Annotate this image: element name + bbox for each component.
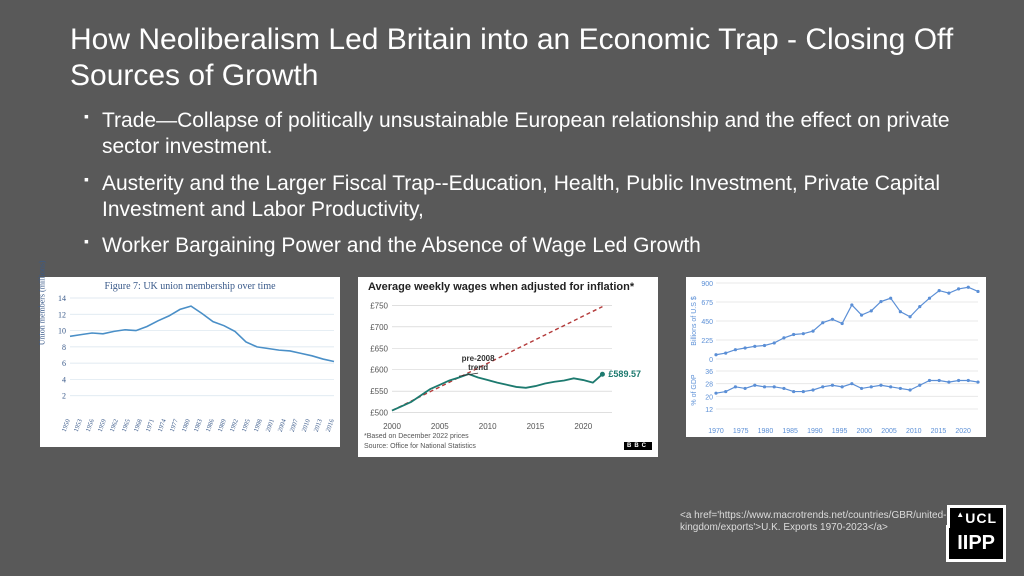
svg-text:8: 8 <box>62 343 66 352</box>
svg-text:2000: 2000 <box>857 428 873 435</box>
svg-text:£600: £600 <box>370 366 388 375</box>
svg-text:2013: 2013 <box>313 419 324 434</box>
svg-text:£550: £550 <box>370 388 388 397</box>
chart3-svg: 0 225 450 675 900 Billions of U.S $ 12 20 28 36 % … <box>686 277 986 437</box>
svg-text:12: 12 <box>705 407 713 414</box>
bullet-item: Austerity and the Larger Fiscal Trap--Ed… <box>84 171 954 224</box>
svg-text:2004: 2004 <box>277 418 288 433</box>
svg-text:20: 20 <box>705 395 713 402</box>
svg-text:2001: 2001 <box>265 419 276 434</box>
svg-text:1985: 1985 <box>782 428 798 435</box>
svg-text:£750: £750 <box>370 302 388 311</box>
svg-text:1977: 1977 <box>169 418 180 433</box>
svg-text:225: 225 <box>701 338 713 345</box>
svg-text:2016: 2016 <box>325 418 336 433</box>
svg-text:trend: trend <box>468 363 488 372</box>
svg-text:% of GDP: % of GDP <box>691 374 698 405</box>
chart2-footnote: *Based on December 2022 prices <box>358 433 658 442</box>
svg-text:1959: 1959 <box>97 419 108 434</box>
svg-text:36: 36 <box>705 369 713 376</box>
svg-text:4: 4 <box>62 376 66 385</box>
svg-text:£589.57: £589.57 <box>608 370 641 380</box>
svg-text:1986: 1986 <box>205 418 216 433</box>
exports-chart: 0 225 450 675 900 Billions of U.S $ 12 20 28 36 % … <box>686 277 986 437</box>
bbc-badge: BBC <box>624 442 652 450</box>
chart1-svg: 2468101214195019531956195919621965196819… <box>40 294 340 446</box>
svg-text:2007: 2007 <box>289 418 300 433</box>
svg-text:Billions of U.S $: Billions of U.S $ <box>691 296 698 346</box>
svg-text:pre-2008: pre-2008 <box>462 354 495 363</box>
svg-text:675: 675 <box>701 300 713 307</box>
svg-text:6: 6 <box>62 359 66 368</box>
svg-text:12: 12 <box>58 311 66 320</box>
svg-text:1968: 1968 <box>133 419 144 434</box>
svg-text:2015: 2015 <box>931 428 947 435</box>
slide-title: How Neoliberalism Led Britain into an Ec… <box>0 0 1024 102</box>
chart1-title: Figure 7: UK union membership over time <box>40 277 340 294</box>
bullet-list: Trade—Collapse of politically unsustaina… <box>0 102 1024 259</box>
svg-text:900: 900 <box>701 281 713 288</box>
svg-text:1995: 1995 <box>832 428 848 435</box>
chart2-svg: £500 £550 £600 £650 £700 £750 2000 2005 2010 2015… <box>358 295 658 433</box>
union-membership-chart: Figure 7: UK union membership over time … <box>40 277 340 447</box>
svg-text:1953: 1953 <box>73 419 84 434</box>
svg-text:2005: 2005 <box>881 428 897 435</box>
iipp-logo: IIPP <box>946 525 1006 562</box>
svg-text:1983: 1983 <box>193 419 204 434</box>
bullet-item: Worker Bargaining Power and the Absence … <box>84 233 954 259</box>
svg-text:28: 28 <box>705 382 713 389</box>
bullet-item: Trade—Collapse of politically unsustaina… <box>84 108 954 161</box>
svg-text:2020: 2020 <box>955 428 971 435</box>
svg-text:2010: 2010 <box>301 419 312 434</box>
chart2-source: Source: Office for National Statistics <box>364 443 476 450</box>
svg-text:2000: 2000 <box>383 422 401 431</box>
svg-text:1990: 1990 <box>807 428 823 435</box>
svg-text:2020: 2020 <box>574 422 592 431</box>
svg-text:1950: 1950 <box>61 419 72 434</box>
svg-text:2: 2 <box>62 392 66 401</box>
svg-text:1975: 1975 <box>733 428 749 435</box>
svg-text:10: 10 <box>58 327 66 336</box>
svg-text:2010: 2010 <box>906 428 922 435</box>
svg-text:1971: 1971 <box>145 419 156 434</box>
svg-text:2015: 2015 <box>527 422 545 431</box>
svg-text:14: 14 <box>58 294 66 303</box>
svg-text:1998: 1998 <box>253 419 264 434</box>
logo-block: ▲UCL IIPP <box>946 505 1006 562</box>
svg-text:1962: 1962 <box>109 419 120 434</box>
charts-row: Figure 7: UK union membership over time … <box>0 269 1024 457</box>
svg-text:1980: 1980 <box>181 419 192 434</box>
svg-text:1956: 1956 <box>85 418 96 433</box>
svg-text:£500: £500 <box>370 409 388 418</box>
svg-text:1965: 1965 <box>121 419 132 434</box>
ucl-logo: ▲UCL <box>947 505 1006 528</box>
svg-text:1989: 1989 <box>217 419 228 434</box>
svg-text:450: 450 <box>701 319 713 326</box>
svg-text:1974: 1974 <box>157 418 168 433</box>
svg-text:1980: 1980 <box>758 428 774 435</box>
wages-chart: Average weekly wages when adjusted for i… <box>358 277 658 457</box>
chart1-ylabel: Union members (millions) <box>38 261 47 346</box>
svg-text:0: 0 <box>709 357 713 364</box>
svg-text:£700: £700 <box>370 323 388 332</box>
svg-text:2005: 2005 <box>431 422 449 431</box>
svg-text:1992: 1992 <box>229 419 240 434</box>
svg-text:2010: 2010 <box>479 422 497 431</box>
chart2-title: Average weekly wages when adjusted for i… <box>358 277 658 295</box>
svg-text:£650: £650 <box>370 345 388 354</box>
svg-text:1995: 1995 <box>241 419 252 434</box>
citation-text: <a href='https://www.macrotrends.net/cou… <box>680 510 960 534</box>
svg-text:1970: 1970 <box>708 428 724 435</box>
